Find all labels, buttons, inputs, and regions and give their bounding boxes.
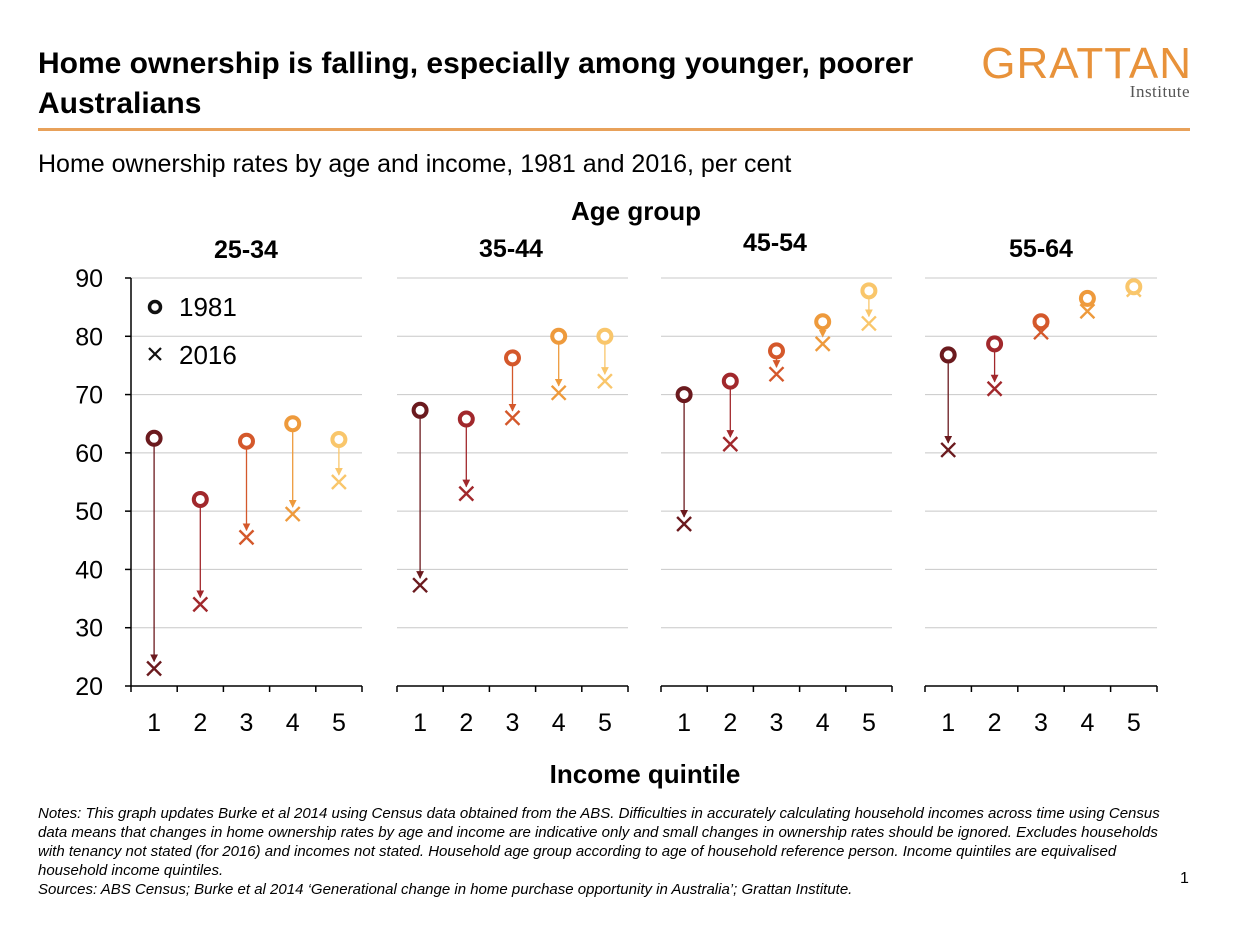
marker-1981	[411, 401, 429, 419]
y-tick-label: 60	[75, 440, 103, 468]
marker-2016	[238, 529, 255, 546]
marker-1981	[596, 327, 614, 345]
marker-1981	[986, 335, 1004, 353]
x-axis-label: Income quintile	[550, 759, 741, 789]
x-tick-label: 1	[413, 709, 427, 737]
marker-1981	[1078, 289, 1096, 307]
title-divider	[38, 128, 1190, 131]
x-tick-label: 5	[1127, 709, 1141, 737]
marker-2016	[1079, 303, 1096, 320]
chart-subtitle: Home ownership rates by age and income, …	[38, 150, 792, 178]
x-tick-label: 1	[677, 709, 691, 737]
panel-title-55-64: 55-64	[1009, 235, 1073, 263]
x-tick-label: 4	[816, 709, 830, 737]
x-tick-label: 4	[552, 709, 566, 737]
marker-2016	[597, 373, 613, 390]
grattan-logo: GRATTAN Institute	[978, 40, 1192, 102]
marker-1981	[860, 282, 878, 300]
marker-2016	[986, 380, 1003, 397]
marker-1981	[504, 349, 521, 367]
marker-1981	[939, 346, 957, 364]
page-title: Home ownership is falling, especially am…	[38, 47, 914, 120]
marker-1981	[330, 430, 348, 448]
marker-2016	[722, 436, 739, 452]
legend-cross-marker	[148, 347, 162, 361]
x-tick-label: 2	[193, 709, 207, 737]
marker-1981	[1125, 278, 1143, 296]
sources-text: Sources: ABS Census; Burke et al 2014 ‘G…	[38, 881, 853, 898]
panel-title-25-34: 25-34	[214, 236, 278, 264]
marker-1981	[675, 386, 693, 404]
x-tick-label: 4	[1080, 709, 1094, 737]
y-tick-label: 20	[75, 673, 103, 701]
marker-2016	[192, 596, 209, 613]
marker-1981	[768, 342, 785, 360]
y-tick-label: 50	[75, 498, 103, 526]
legend-circle-marker	[147, 299, 163, 315]
notes-text: Notes: This graph updates Burke et al 20…	[38, 805, 1160, 879]
marker-1981	[284, 415, 302, 433]
page-number: 1	[1180, 870, 1189, 887]
marker-1981	[145, 429, 163, 447]
panel-title-45-54: 45-54	[743, 229, 807, 257]
logo-wordmark: GRATTAN	[981, 39, 1192, 88]
marker-1981	[721, 372, 739, 390]
x-tick-label: 2	[723, 709, 737, 737]
marker-2016	[550, 384, 567, 401]
x-tick-label: 4	[286, 709, 300, 737]
marker-1981	[550, 327, 568, 345]
marker-2016	[861, 315, 877, 332]
marker-2016	[331, 474, 347, 490]
home-ownership-chart: Age group Income quintile 20 30 40 50 60 70 80 90…	[75, 196, 1158, 789]
marker-2016	[676, 516, 692, 532]
marker-2016	[768, 366, 785, 383]
marker-2016	[284, 506, 301, 522]
marker-1981	[814, 313, 832, 331]
x-tick-label: 2	[459, 709, 473, 737]
marker-1981	[238, 432, 255, 450]
x-tick-label: 5	[598, 709, 612, 737]
x-tick-label: 3	[506, 709, 520, 737]
y-tick-label: 40	[75, 556, 103, 584]
legend-label-1981: 1981	[179, 292, 237, 322]
x-tick-label: 1	[941, 709, 955, 737]
x-tick-label: 3	[240, 709, 254, 737]
x-tick-label: 5	[332, 709, 346, 737]
x-tick-label: 3	[770, 709, 784, 737]
y-tick-label: 80	[75, 323, 103, 351]
x-tick-label: 3	[1034, 709, 1048, 737]
chart-notes: Notes: This graph updates Burke et al 20…	[38, 804, 1168, 899]
marker-2016	[458, 485, 475, 502]
marker-2016	[146, 660, 162, 677]
legend-label-2016: 2016	[179, 340, 237, 370]
y-tick-label: 70	[75, 382, 103, 410]
panel-title-35-44: 35-44	[479, 235, 543, 263]
y-tick-label: 90	[75, 265, 103, 293]
marker-2016	[412, 577, 428, 594]
marker-2016	[940, 442, 957, 458]
x-tick-label: 1	[147, 709, 161, 737]
marker-1981	[457, 410, 475, 428]
marker-1981	[191, 490, 209, 508]
marker-2016	[504, 410, 521, 426]
marker-2016	[814, 336, 831, 352]
logo-subtext: Institute	[1129, 82, 1190, 101]
x-tick-label: 5	[862, 709, 876, 737]
marker-1981	[1032, 313, 1050, 331]
facet-title-age-group: Age group	[571, 196, 701, 226]
y-tick-label: 30	[75, 615, 103, 643]
x-tick-label: 2	[988, 709, 1002, 737]
